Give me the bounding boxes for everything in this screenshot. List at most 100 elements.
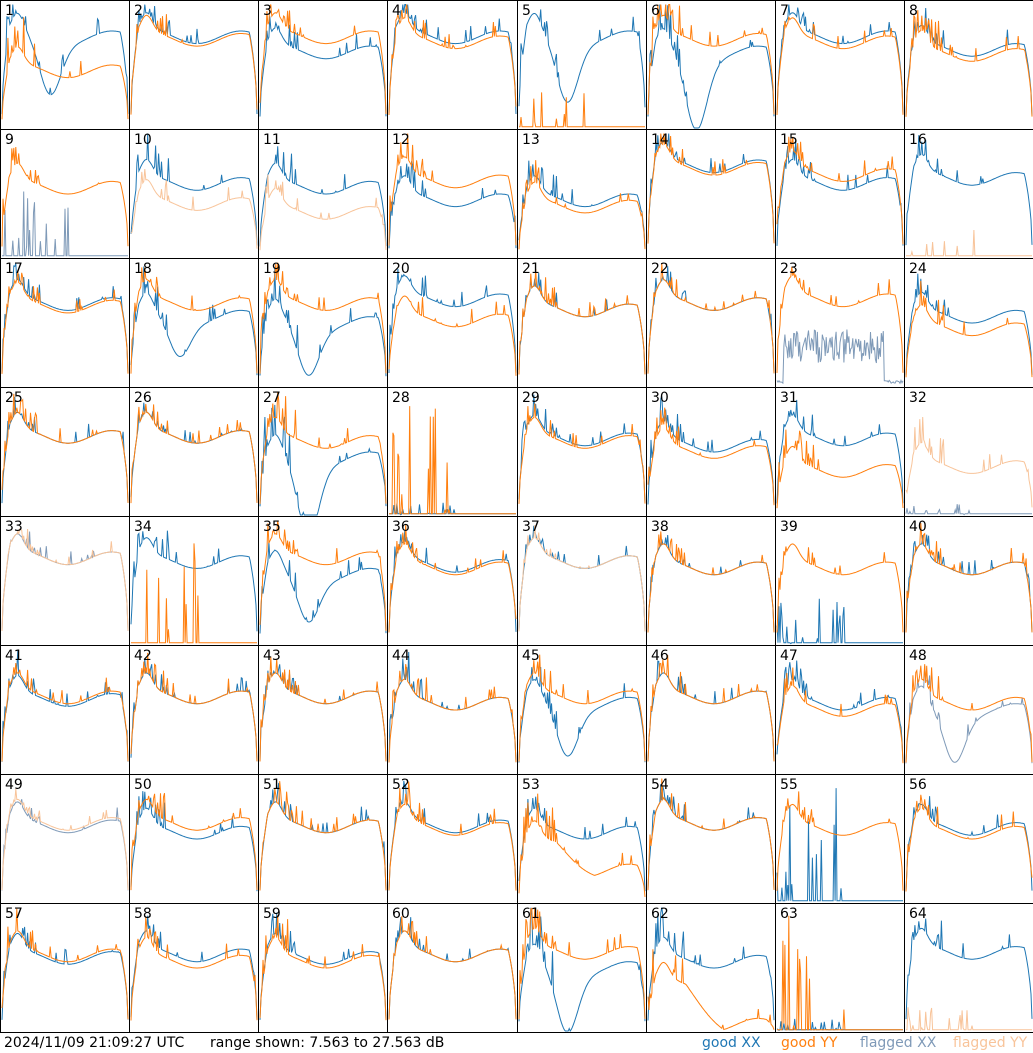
xx-series-line [388,4,517,115]
xx-series-line [259,404,387,516]
tile-number-label: 62 [651,906,669,922]
tile-number-label: 35 [263,519,281,535]
footer-bar: 2024/11/09 21:09:27 UTC range shown: 7.5… [0,1033,1033,1053]
xx-series-line [905,796,1033,891]
tile-number-label: 47 [780,648,798,664]
tile-panel: 26 [129,387,259,517]
tile-number-label: 58 [134,906,152,922]
tile-plot [388,4,517,116]
tile-panel: 16 [904,129,1033,259]
tile-number-label: 57 [5,906,23,922]
yy-series-line [130,267,258,374]
tile-plot [905,273,1033,378]
xx-series-line [130,658,258,762]
legend-flagged-xx: flagged XX [860,1035,937,1051]
tile-panel: 35 [258,516,388,646]
yy-series-line [776,16,904,116]
tile-panel: 11 [258,129,388,259]
tile-panel: 21 [517,258,647,388]
tile-panel: 43 [258,645,388,775]
tile-plot [518,524,646,632]
yy-series-line [906,1007,1032,1032]
tile-panel: 3 [258,0,388,130]
yy-series-line [1,528,129,632]
tile-plot [776,543,904,645]
tile-number-label: 15 [780,132,798,148]
xx-series-line [130,915,258,1020]
tile-panel: 36 [387,516,518,646]
yy-series-line [647,133,775,244]
tile-plot [1,263,129,374]
tile-plot [647,263,775,374]
tile-plot [518,654,646,763]
tile-panel: 30 [646,387,776,517]
xx-series-line [905,135,1033,246]
tile-plot [776,399,904,509]
tile-plot [389,406,516,516]
tile-panel: 38 [646,516,776,646]
tile-plot [259,912,387,1021]
tile-number-label: 12 [392,132,410,148]
tile-panel: 8 [904,0,1033,130]
xx-series-line [647,4,775,129]
tile-number-label: 61 [522,906,540,922]
tile-plot [647,4,775,129]
tile-panel: 7 [775,0,905,130]
tile-number-label: 48 [909,648,927,664]
tile-number-label: 26 [134,390,152,406]
tile-number-label: 51 [263,777,281,793]
tile-panel: 4 [387,0,518,130]
tile-panel: 13 [517,129,647,259]
tile-panel: 55 [775,774,905,904]
tile-plot [905,416,1033,516]
yy-series-line [388,4,517,116]
range-label: range shown: 7.563 to 27.563 dB [210,1035,445,1051]
xx-series-line [905,273,1033,376]
tile-panel: 45 [517,645,647,775]
yy-series-line [259,391,387,504]
yy-series-line [647,778,775,891]
tile-plot [388,780,517,891]
tile-number-label: 34 [134,519,152,535]
tile-panel: 47 [775,645,905,775]
yy-series-line [388,664,517,763]
tile-panel: 19 [258,258,388,388]
tile-number-label: 41 [5,648,23,664]
yy-series-line [259,4,387,115]
yy-series-line [388,295,517,376]
tile-panel: 5 [517,0,647,130]
tile-number-label: 17 [5,261,23,277]
yy-series-line [905,280,1033,378]
yy-series-line [1,146,129,247]
xx-series-line [1,531,129,632]
tile-plot [259,520,387,634]
tile-panel: 46 [646,645,776,775]
yy-series-line [131,543,257,644]
yy-series-line [1,908,129,1020]
yy-series-line [905,522,1033,633]
xx-series-line [776,4,904,115]
tile-panel: 6 [646,0,776,130]
tile-number-label: 43 [263,648,281,664]
tile-plot [388,651,517,763]
tile-plot [259,656,387,762]
yy-series-line [518,654,646,762]
yy-series-line [518,403,646,504]
xx-series-line [130,266,258,376]
tile-number-label: 6 [651,3,660,19]
tile-number-label: 1 [5,3,14,19]
tile-panel: 56 [904,774,1033,904]
tile-number-label: 21 [522,261,540,277]
tile-panel: 34 [129,516,259,646]
xx-series-line [130,4,258,115]
tile-number-label: 7 [780,3,789,19]
tile-panel: 53 [517,774,647,904]
tile-number-label: 40 [909,519,927,535]
tile-panel: 1 [0,0,130,130]
yy-series-line [647,949,775,1031]
xx-series-line [647,534,775,633]
tile-panel: 51 [258,774,388,904]
tile-panel: 32 [904,387,1033,517]
tile-number-label: 14 [651,132,669,148]
